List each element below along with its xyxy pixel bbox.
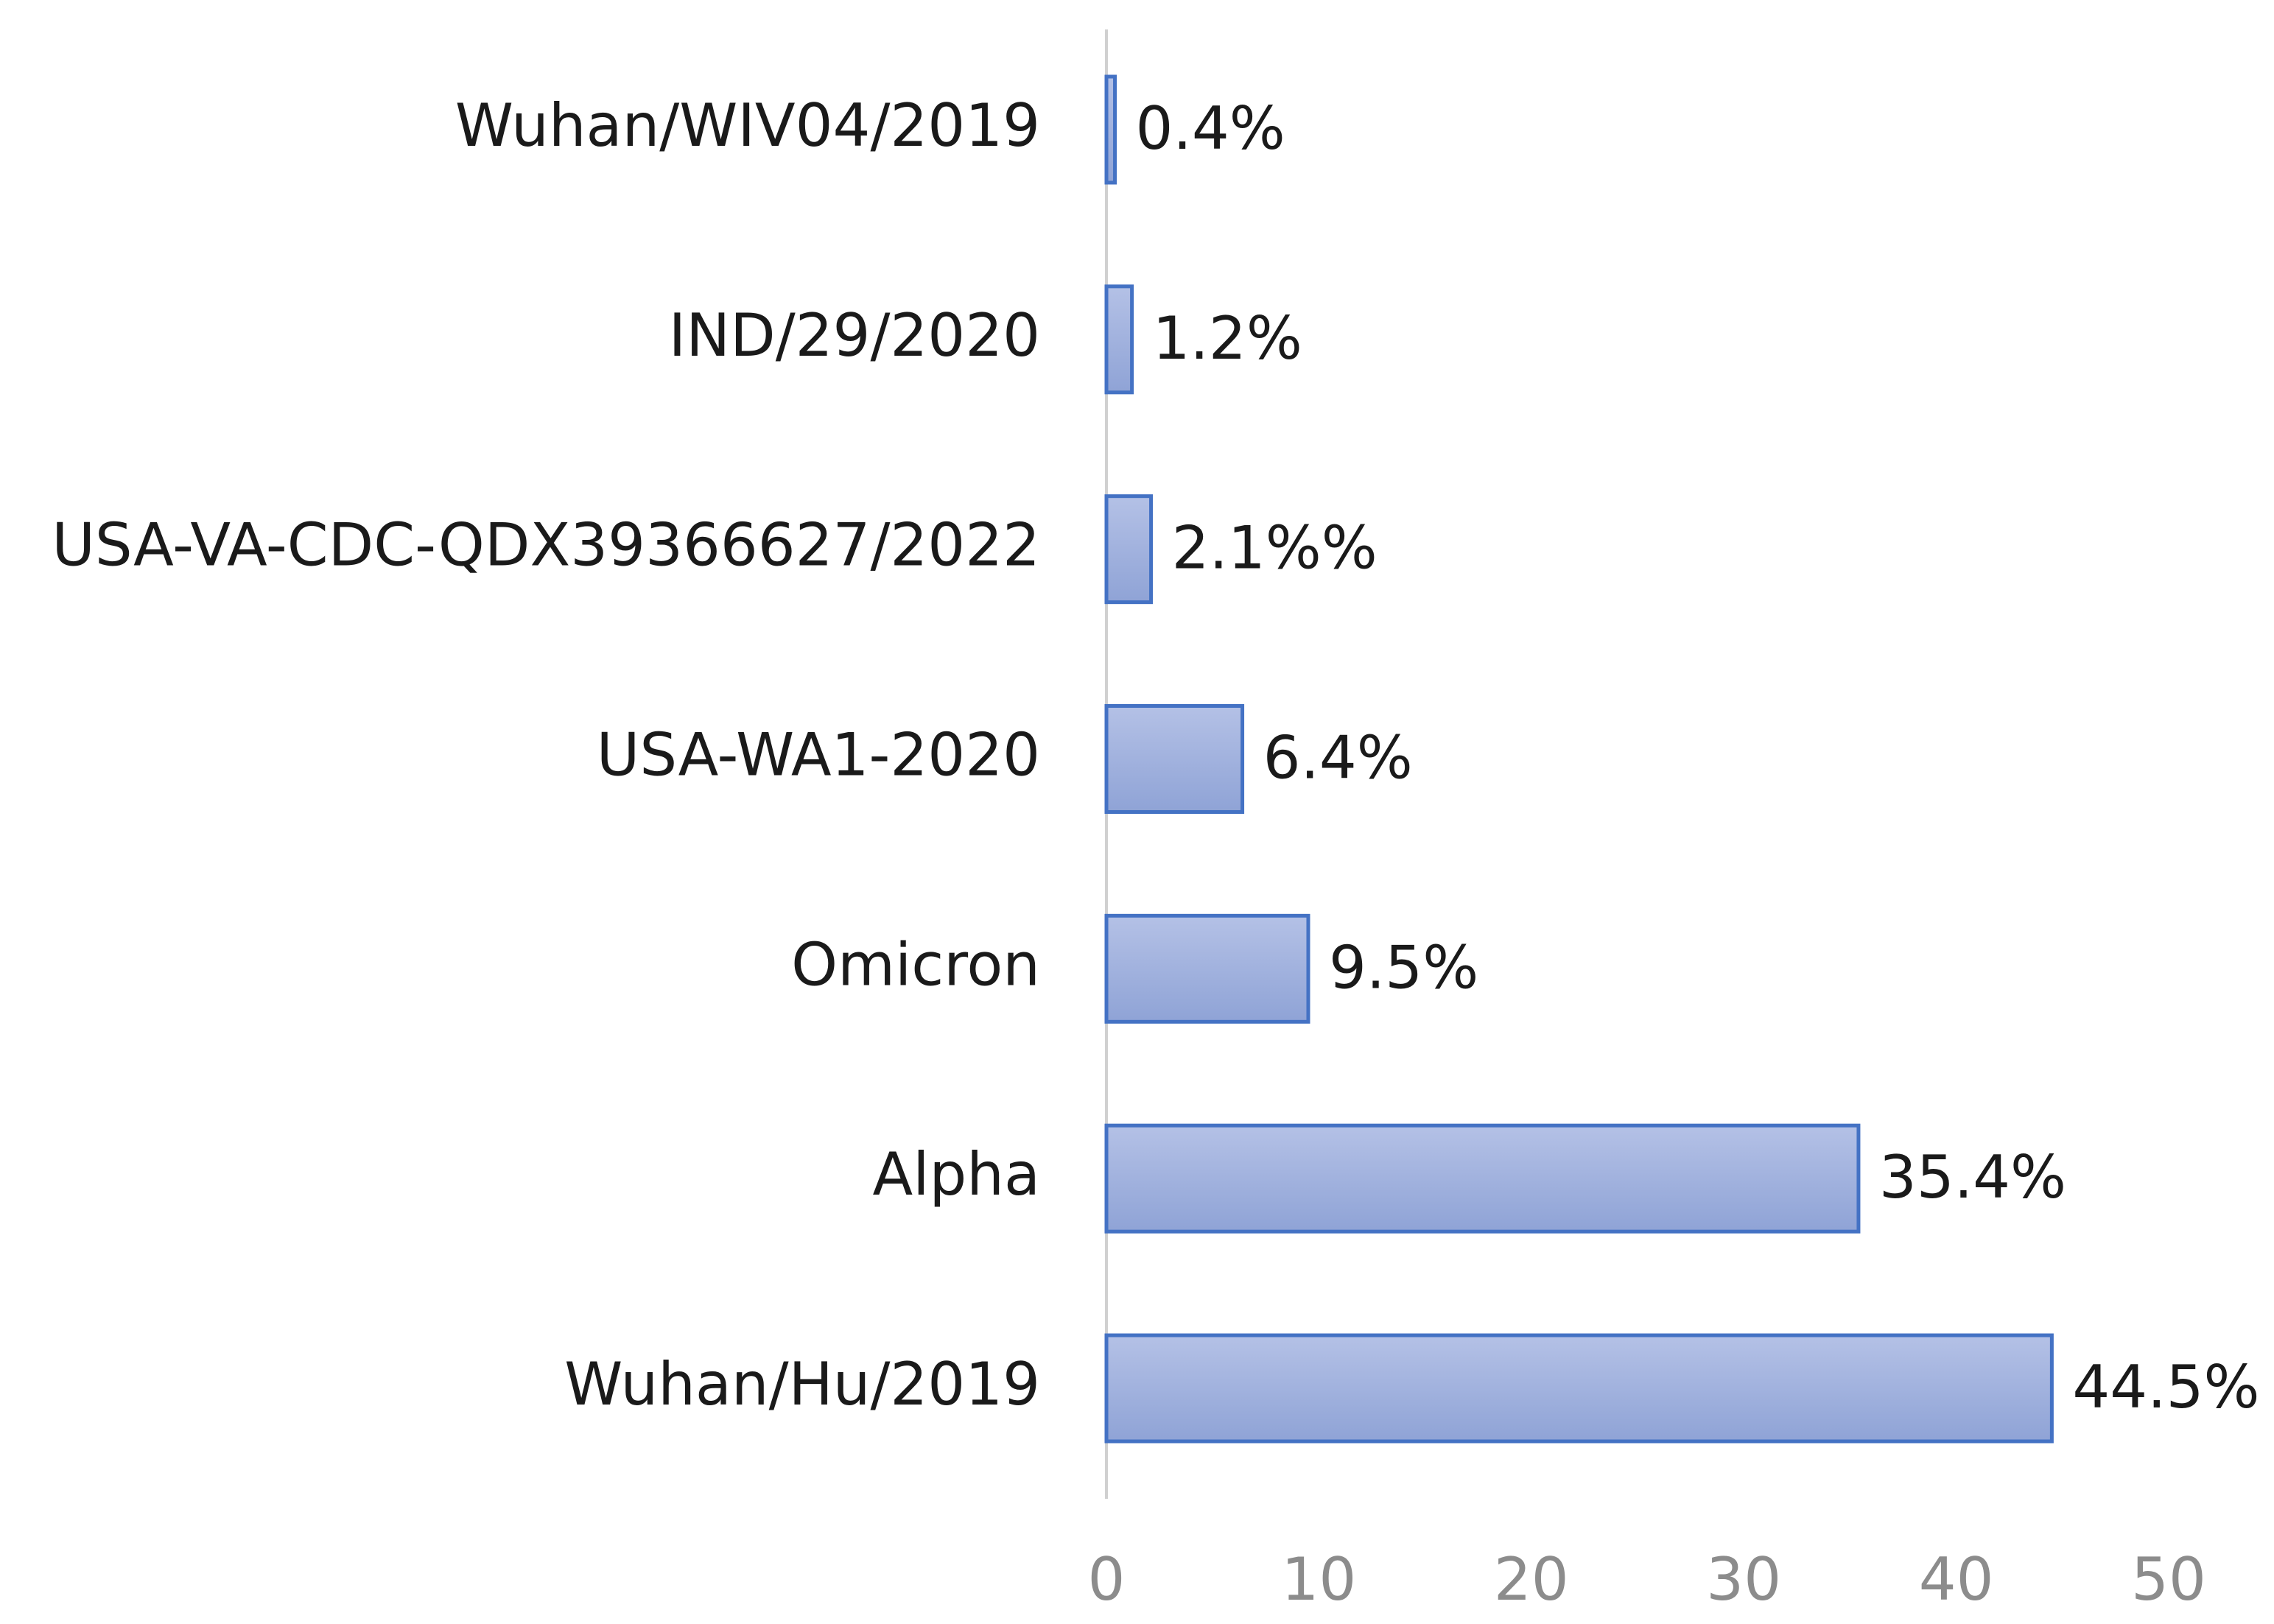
x-tick-label: 20 bbox=[1494, 1545, 1569, 1614]
bar bbox=[1104, 1333, 2054, 1444]
y-tick-label: USA-WA1-2020 bbox=[597, 720, 1040, 789]
bar bbox=[1104, 913, 1310, 1024]
y-tick-label: Omicron bbox=[791, 930, 1040, 999]
bar bbox=[1104, 284, 1134, 395]
value-label: 9.5% bbox=[1329, 933, 1478, 1002]
x-tick-label: 10 bbox=[1282, 1545, 1357, 1614]
value-label: 1.2% bbox=[1153, 304, 1302, 373]
x-tick-label: 40 bbox=[1919, 1545, 1994, 1614]
x-tick-label: 0 bbox=[1088, 1545, 1126, 1614]
y-tick-label: Alpha bbox=[873, 1140, 1040, 1209]
bar bbox=[1104, 1123, 1861, 1234]
y-tick-label: USA-VA-CDC-QDX39366627/2022 bbox=[52, 511, 1040, 580]
value-label: 2.1%% bbox=[1172, 514, 1378, 583]
bar bbox=[1104, 494, 1154, 605]
y-tick-label: IND/29/2020 bbox=[669, 301, 1040, 370]
value-label: 6.4% bbox=[1263, 723, 1413, 792]
value-label: 44.5% bbox=[2072, 1353, 2259, 1421]
bar bbox=[1104, 704, 1245, 814]
bar bbox=[1104, 74, 1117, 185]
y-tick-label: Wuhan/WIV04/2019 bbox=[455, 91, 1040, 160]
value-label: 0.4% bbox=[1136, 94, 1285, 163]
x-tick-label: 50 bbox=[2131, 1545, 2206, 1614]
x-tick-label: 30 bbox=[1706, 1545, 1781, 1614]
y-tick-label: Wuhan/Hu/2019 bbox=[564, 1350, 1040, 1419]
value-label: 35.4% bbox=[1879, 1143, 2066, 1212]
